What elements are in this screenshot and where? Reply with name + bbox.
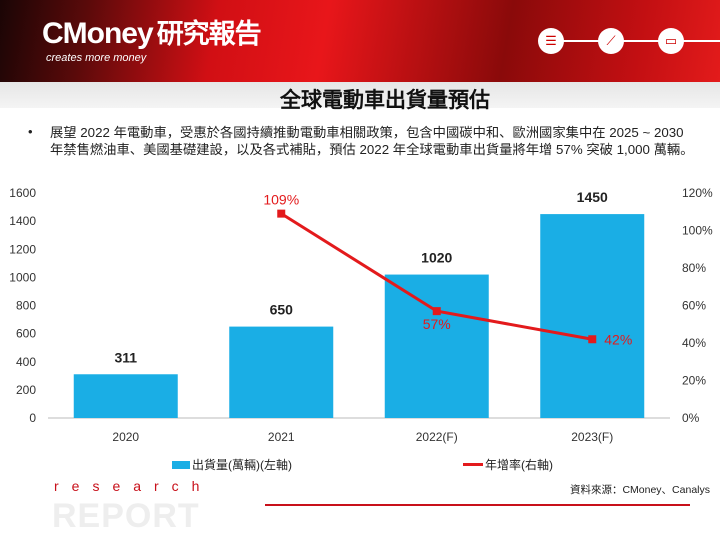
growth-data-label: 109% [263,192,299,208]
growth-data-label: 57% [423,316,451,332]
report-watermark: REPORT [52,497,200,535]
legend-line: 年增率(右軸) [463,456,553,473]
header-icons: ☰ ⟋ ▭ [530,28,720,54]
report-icon[interactable]: ☰ [538,28,564,54]
logo-zh: 研究報告 [156,19,262,49]
summary-paragraph: 展望 2022 年電動車，受惠於各國持續推動電動車相關政策，包含中國碳中和、歐洲… [50,125,694,157]
legend-bar-swatch [172,460,190,469]
connector-line [540,40,720,42]
legend-bar: 出貨量(萬輛)(左軸) [172,456,292,473]
monitor-chart-icon[interactable]: ▭ [658,28,684,54]
y-left-tick-label: 600 [16,327,36,341]
y-right-tick-label: 40% [682,336,706,350]
y-left-tick-label: 0 [29,411,36,425]
y-right-tick-label: 60% [682,299,706,313]
bar [540,214,645,418]
y-left-tick-label: 400 [16,355,36,369]
chart: 0 200 400 600 800 1000 1200 1400 1600 0% 20% 40% 60%… [9,186,713,444]
bullet-mark: • [28,124,33,139]
growth-data-label: 42% [604,331,632,347]
footer-divider [265,504,690,506]
bar-data-label: 311 [114,349,137,365]
y-right-tick-label: 20% [682,374,706,388]
legend-bar-label: 出貨量(萬輛)(左軸) [192,458,292,472]
y-right-tick-label: 100% [682,224,713,238]
y-right-tick-label: 120% [682,186,713,200]
bar [229,326,334,418]
y-left-tick-label: 200 [16,383,36,397]
y-right-tick-label: 0% [682,411,700,425]
bar [73,374,178,418]
growth-marker [432,307,441,316]
y-left-tick-label: 800 [16,299,36,313]
bar-data-label: 1450 [577,189,608,205]
y-left-tick-label: 1200 [9,242,36,256]
y-left-tick-label: 1600 [9,186,36,200]
source-note: 資料來源：CMoney、Canalys [569,484,710,496]
x-tick-label: 2020 [112,430,139,444]
growth-marker [588,335,597,344]
y-left-tick-label: 1400 [9,214,36,228]
research-text: research [54,478,213,494]
trend-chart-icon[interactable]: ⟋ [598,28,624,54]
x-tick-label: 2023(F) [571,430,613,444]
page-title: 全球電動車出貨量預估 [280,89,490,112]
y-right-tick-label: 80% [682,261,706,275]
legend-line-label: 年增率(右軸) [485,458,553,472]
tagline: creates more money [46,52,147,64]
x-tick-label: 2021 [268,430,295,444]
x-tick-label: 2022(F) [416,430,458,444]
logo-text: CMoney [42,17,154,50]
logo: CMoney 研究報告 [42,17,262,50]
bar [384,274,489,418]
legend-line-swatch [463,463,483,466]
title-bar [0,82,720,108]
growth-marker [277,209,286,218]
bar-data-label: 650 [270,302,294,318]
bar-data-label: 1020 [421,250,452,266]
y-left-tick-label: 1000 [9,270,36,284]
